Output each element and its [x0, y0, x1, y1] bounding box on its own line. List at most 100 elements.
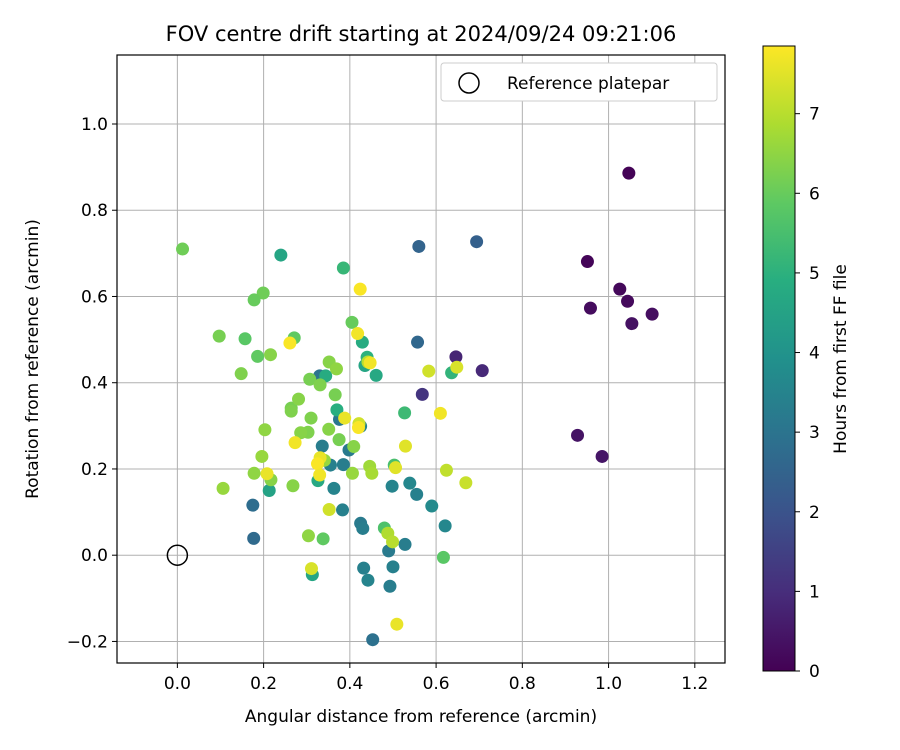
data-point — [366, 633, 380, 647]
colorbar-tick-label: 6 — [809, 184, 820, 204]
data-point — [234, 367, 248, 381]
x-tick-label: 0.4 — [336, 674, 363, 694]
data-point — [304, 411, 318, 425]
data-point — [176, 242, 190, 256]
data-point — [403, 476, 417, 490]
chart-title: FOV centre drift starting at 2024/09/24 … — [166, 22, 677, 46]
data-point — [212, 329, 226, 343]
data-point — [613, 282, 627, 296]
y-axis-ticks: −0.2 0.0 0.2 0.4 0.6 0.8 1.0 — [67, 115, 117, 652]
data-point — [247, 531, 261, 545]
colorbar-label: Hours from first FF file — [831, 264, 851, 454]
data-point — [327, 481, 341, 495]
x-tick-label: 1.2 — [681, 674, 708, 694]
data-point — [357, 561, 371, 575]
data-points — [176, 166, 659, 647]
grid-lines — [117, 55, 725, 663]
data-point — [398, 406, 412, 420]
data-point — [313, 468, 327, 482]
data-point — [398, 439, 412, 453]
data-point — [459, 476, 473, 490]
data-point — [625, 317, 639, 331]
colorbar: 0 1 2 3 4 5 6 7 Hours from first FF file — [762, 45, 851, 682]
y-tick-label: 0.2 — [81, 460, 108, 480]
data-point — [256, 286, 270, 300]
data-point — [621, 294, 635, 308]
data-point — [449, 350, 463, 364]
colorbar-ticks: 0 1 2 3 4 5 6 7 — [795, 105, 820, 682]
colorbar-tick-label: 1 — [809, 582, 820, 602]
legend-marker-icon — [458, 72, 480, 94]
data-point — [286, 479, 300, 493]
data-point — [422, 364, 436, 378]
data-point — [330, 403, 344, 417]
data-point — [425, 499, 439, 513]
data-point — [386, 560, 400, 574]
data-point — [389, 461, 403, 475]
data-point — [336, 458, 350, 472]
data-point — [274, 248, 288, 262]
data-point — [255, 449, 269, 463]
colorbar-tick-label: 4 — [809, 344, 820, 364]
data-point — [311, 457, 325, 471]
data-point — [316, 532, 330, 546]
data-point — [351, 327, 365, 341]
y-tick-label: −0.2 — [67, 632, 108, 652]
data-point — [288, 436, 302, 450]
data-point — [433, 406, 447, 420]
data-point — [390, 617, 404, 631]
colorbar-tick-label: 2 — [809, 503, 820, 523]
data-point — [475, 364, 489, 378]
x-tick-label: 0.6 — [423, 674, 450, 694]
data-point — [580, 255, 594, 269]
data-point — [583, 301, 597, 315]
data-point — [332, 433, 346, 447]
x-axis-ticks: 0.0 0.2 0.4 0.6 0.8 1.0 1.2 — [164, 663, 708, 694]
data-point — [347, 440, 361, 454]
colorbar-tick-label: 0 — [809, 662, 820, 682]
data-point — [322, 422, 336, 436]
data-point — [336, 261, 350, 275]
y-tick-label: 1.0 — [81, 115, 108, 135]
data-point — [315, 439, 329, 453]
data-point — [436, 550, 450, 564]
data-point — [247, 466, 261, 480]
data-point — [415, 387, 429, 401]
data-point — [247, 293, 261, 307]
data-point — [301, 529, 315, 543]
data-point — [438, 519, 452, 533]
data-point — [351, 421, 365, 435]
y-tick-label: 0.8 — [81, 201, 108, 221]
y-axis-label: Rotation from reference (arcmin) — [23, 219, 43, 499]
data-point — [294, 426, 308, 440]
data-point — [450, 360, 464, 374]
data-point — [238, 332, 252, 346]
data-point — [410, 487, 424, 501]
data-point — [251, 349, 265, 363]
data-point — [345, 466, 359, 480]
plot-frame — [116, 54, 726, 664]
colorbar-gradient — [762, 45, 796, 672]
data-point — [304, 562, 318, 576]
data-point — [322, 502, 336, 516]
data-point — [292, 392, 306, 406]
x-tick-label: 0.0 — [164, 674, 191, 694]
data-point — [365, 466, 379, 480]
data-point — [216, 481, 230, 495]
legend-box — [440, 62, 718, 102]
data-point — [313, 378, 327, 392]
data-point — [470, 235, 484, 249]
data-point — [303, 372, 317, 386]
data-point — [284, 404, 298, 418]
data-point — [329, 362, 343, 376]
data-point — [356, 521, 370, 535]
x-tick-label: 0.8 — [509, 674, 536, 694]
data-point — [260, 467, 274, 481]
x-tick-label: 0.2 — [250, 674, 277, 694]
data-point — [386, 535, 400, 549]
data-point — [595, 449, 609, 463]
data-point — [645, 307, 659, 321]
y-tick-label: 0.4 — [81, 374, 108, 394]
data-point — [439, 463, 453, 477]
